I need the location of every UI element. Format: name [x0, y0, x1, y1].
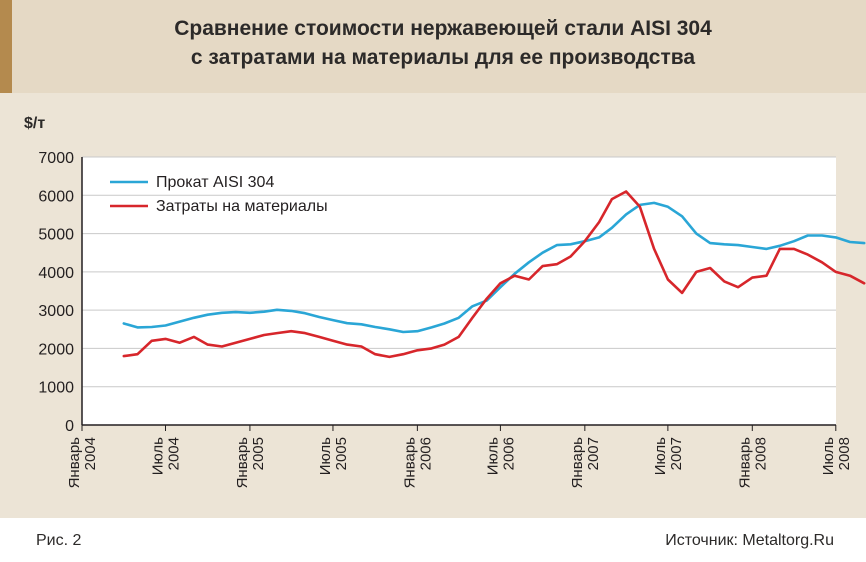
x-tick-label-month: Июль: [317, 437, 334, 475]
chart-footer: Рис. 2 Источник: Metaltorg.Ru: [0, 518, 866, 562]
x-tick-label: Январь 2008: [736, 437, 769, 489]
x-tick-label-month: Январь: [234, 437, 251, 489]
series-line-2: [122, 190, 866, 359]
header-accent-bar: [0, 0, 12, 93]
x-tick-label-year: 2008: [836, 437, 853, 470]
chart-title: Сравнение стоимости нержавеющей стали AI…: [20, 14, 866, 72]
x-tick-label-year: 2006: [417, 437, 434, 470]
x-tick-label: Июль 2005: [317, 437, 350, 475]
y-tick-label: 6000: [38, 188, 74, 205]
x-tick-label-month: Июль: [484, 437, 501, 475]
y-tick-label: 3000: [38, 303, 74, 320]
x-tick-label-month: Январь: [66, 437, 83, 489]
y-tick-label: 4000: [38, 265, 74, 282]
x-tick-label-month: Январь: [569, 437, 586, 489]
chart-header: Сравнение стоимости нержавеющей стали AI…: [0, 0, 866, 93]
y-tick-label: 1000: [38, 380, 74, 397]
x-tick-label-year: 2006: [500, 437, 517, 470]
x-tick-label-year: 2008: [752, 437, 769, 470]
y-tick-label: 5000: [38, 227, 74, 244]
chart-title-line-2: с затратами на материалы для ее производ…: [190, 46, 696, 69]
x-tick-label: Июль 2007: [652, 437, 685, 475]
x-tick-label-year: 2004: [166, 437, 183, 470]
x-tick-label-month: Июль: [150, 437, 167, 475]
y-tick-label: 7000: [38, 150, 74, 167]
x-tick-label-month: Июль: [820, 437, 837, 475]
legend-label: Затраты на материалы: [156, 198, 328, 215]
x-tick-label: Июль 2004: [150, 437, 183, 475]
y-tick-label: 2000: [38, 341, 74, 358]
plot-area: [82, 157, 836, 425]
figure-label: Рис. 2: [36, 532, 82, 549]
legend-label: Прокат AISI 304: [156, 174, 274, 191]
x-tick-label: Июль 2008: [820, 437, 853, 475]
x-tick-label-month: Январь: [401, 437, 418, 489]
x-tick-label-year: 2007: [668, 437, 685, 470]
y-axis-unit-label: $/т: [24, 115, 46, 132]
x-tick-label: Июль 2006: [484, 437, 517, 475]
x-tick-label: Январь 2005: [234, 437, 267, 489]
source-label: Источник: Metaltorg.Ru: [665, 532, 834, 549]
x-tick-label-year: 2005: [250, 437, 267, 470]
x-tick-label-year: 2004: [82, 437, 99, 470]
series-line-1: [122, 201, 866, 334]
y-tick-label: 0: [65, 418, 74, 435]
x-tick-label: Январь 2006: [401, 437, 434, 489]
x-tick-label-year: 2005: [333, 437, 350, 470]
x-tick-label: Январь 2004: [66, 437, 99, 489]
chart-title-line-1: Сравнение стоимости нержавеющей стали AI…: [174, 17, 712, 40]
x-tick-label-month: Июль: [652, 437, 669, 475]
x-tick-label-year: 2007: [585, 437, 602, 470]
x-tick-label-month: Январь: [736, 437, 753, 489]
x-tick-label: Январь 2007: [569, 437, 602, 489]
